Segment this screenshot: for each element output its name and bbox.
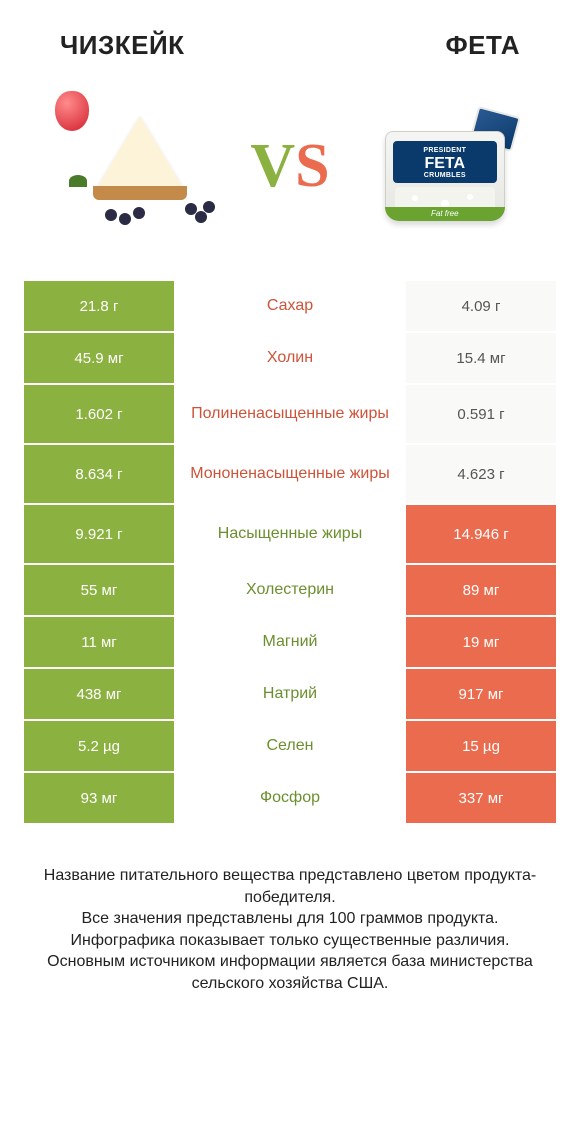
feta-sub: CRUMBLES (393, 172, 497, 180)
footer-notes: Название питательного вещества представл… (0, 825, 580, 995)
title-right: ФЕТА (445, 30, 520, 61)
cell-nutrient-label: Полиненасыщенные жиры (174, 385, 406, 443)
feta-name: FETA (393, 155, 497, 173)
title-left: ЧИЗКЕЙК (60, 30, 185, 61)
table-row: 1.602 гПолиненасыщенные жиры0.591 г (24, 385, 556, 443)
strawberry-leaf-icon (69, 175, 87, 187)
cell-left-value: 93 мг (24, 773, 174, 823)
footer-line: Название питательного вещества представл… (30, 865, 550, 908)
strawberry-icon (55, 91, 89, 131)
table-row: 93 мгФосфор337 мг (24, 773, 556, 823)
blueberry-icon (105, 209, 117, 221)
cheesecake-slice-icon (95, 116, 185, 191)
cell-left-value: 9.921 г (24, 505, 174, 563)
feta-image: PRESIDENT FETA CRUMBLES Fat free (365, 91, 525, 241)
cell-right-value: 89 мг (406, 565, 556, 615)
vs-v: V (250, 132, 295, 200)
feta-label-icon: PRESIDENT FETA CRUMBLES (393, 141, 497, 183)
cell-right-value: 917 мг (406, 669, 556, 719)
vs-s: S (295, 132, 329, 200)
table-row: 438 мгНатрий917 мг (24, 669, 556, 719)
cell-nutrient-label: Фосфор (174, 773, 406, 823)
table-row: 55 мгХолестерин89 мг (24, 565, 556, 615)
cell-nutrient-label: Мононенасыщенные жиры (174, 445, 406, 503)
blueberry-icon (119, 213, 131, 225)
feta-band: Fat free (385, 207, 505, 221)
cell-left-value: 5.2 µg (24, 721, 174, 771)
footer-line: Все значения представлены для 100 граммо… (30, 908, 550, 930)
cell-left-value: 55 мг (24, 565, 174, 615)
table-row: 9.921 гНасыщенные жиры14.946 г (24, 505, 556, 563)
blueberry-icon (195, 211, 207, 223)
blueberry-icon (133, 207, 145, 219)
cell-left-value: 11 мг (24, 617, 174, 667)
cheesecake-image (55, 91, 215, 241)
cell-right-value: 15 µg (406, 721, 556, 771)
header: ЧИЗКЕЙК ФЕТА (0, 0, 580, 71)
feta-brand: PRESIDENT (393, 147, 497, 155)
products-row: VS PRESIDENT FETA CRUMBLES Fat free (0, 71, 580, 281)
table-row: 45.9 мгХолин15.4 мг (24, 333, 556, 383)
cell-right-value: 337 мг (406, 773, 556, 823)
comparison-table: 21.8 гСахар4.09 г45.9 мгХолин15.4 мг1.60… (0, 281, 580, 823)
cell-left-value: 1.602 г (24, 385, 174, 443)
table-row: 11 мгМагний19 мг (24, 617, 556, 667)
cell-nutrient-label: Холин (174, 333, 406, 383)
cell-nutrient-label: Холестерин (174, 565, 406, 615)
cell-nutrient-label: Селен (174, 721, 406, 771)
footer-line: Инфографика показывает только существенн… (30, 930, 550, 952)
table-row: 5.2 µgСелен15 µg (24, 721, 556, 771)
cell-nutrient-label: Натрий (174, 669, 406, 719)
cell-left-value: 21.8 г (24, 281, 174, 331)
cell-left-value: 8.634 г (24, 445, 174, 503)
blueberry-icon (203, 201, 215, 213)
table-row: 21.8 гСахар4.09 г (24, 281, 556, 331)
cheesecake-crust-icon (93, 186, 187, 200)
cell-nutrient-label: Магний (174, 617, 406, 667)
cell-left-value: 45.9 мг (24, 333, 174, 383)
footer-line: Основным источником информации является … (30, 951, 550, 994)
cell-right-value: 14.946 г (406, 505, 556, 563)
cell-right-value: 15.4 мг (406, 333, 556, 383)
cell-left-value: 438 мг (24, 669, 174, 719)
cell-right-value: 4.09 г (406, 281, 556, 331)
cell-right-value: 0.591 г (406, 385, 556, 443)
cell-right-value: 19 мг (406, 617, 556, 667)
vs-label: VS (250, 131, 329, 202)
cell-right-value: 4.623 г (406, 445, 556, 503)
cell-nutrient-label: Сахар (174, 281, 406, 331)
cell-nutrient-label: Насыщенные жиры (174, 505, 406, 563)
table-row: 8.634 гМононенасыщенные жиры4.623 г (24, 445, 556, 503)
